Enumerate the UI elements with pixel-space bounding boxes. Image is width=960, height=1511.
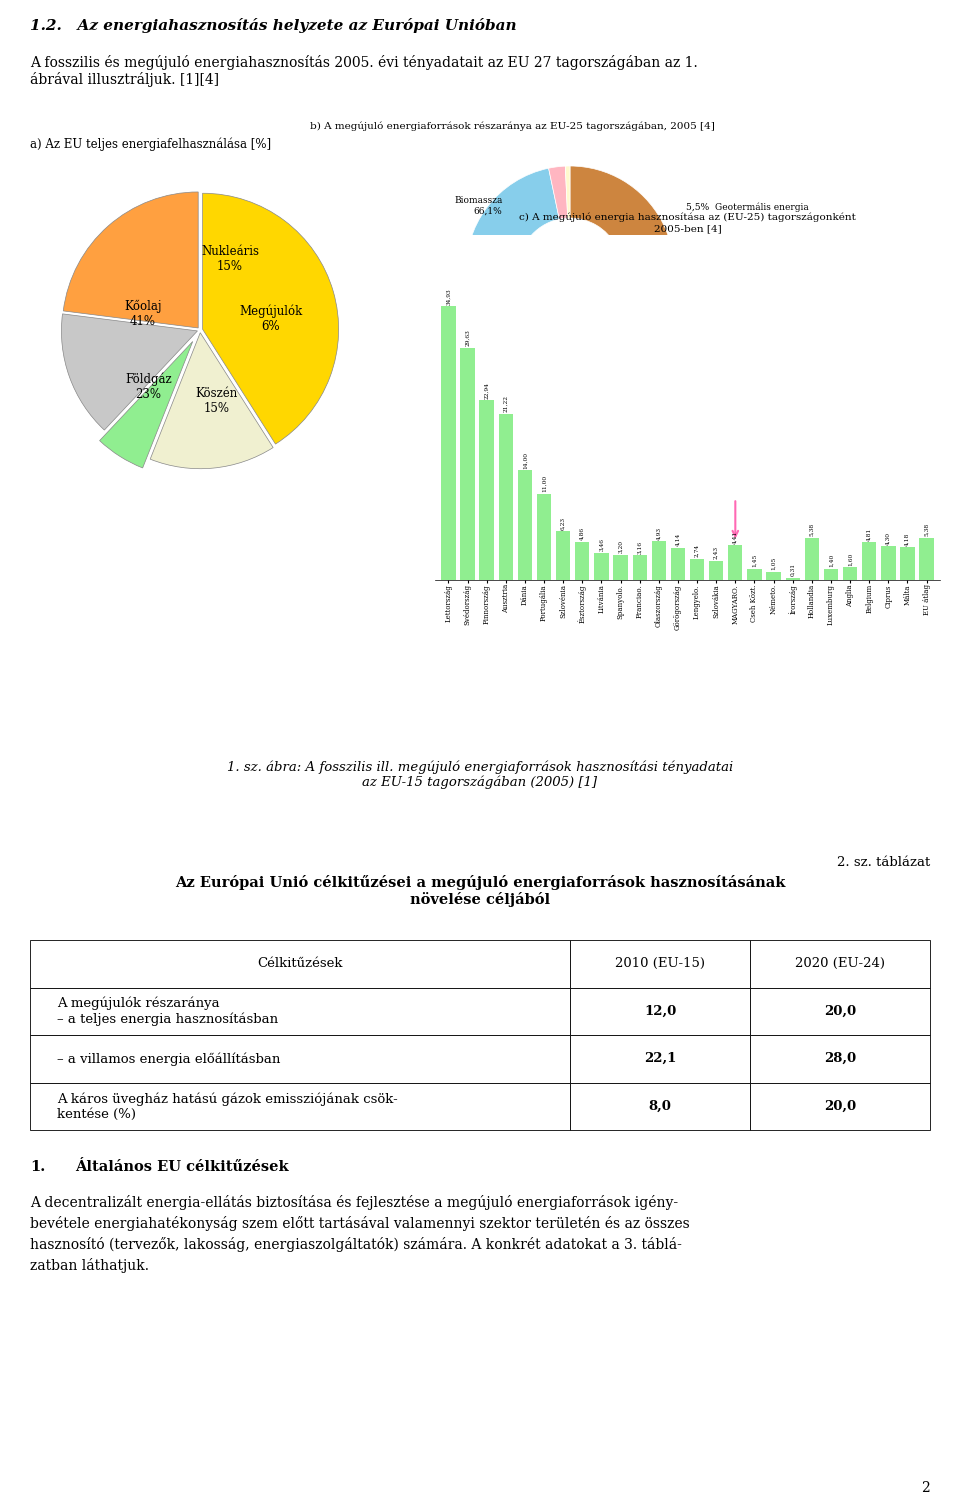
Bar: [920, 538, 934, 580]
Text: 22,94: 22,94: [484, 382, 490, 399]
Text: 1.2.   Az energiahasznosítás helyzete az Európai Unióban: 1.2. Az energiahasznosítás helyzete az E…: [30, 18, 516, 33]
Bar: [442, 307, 456, 580]
Text: 4,18: 4,18: [905, 532, 910, 545]
Bar: [594, 553, 609, 580]
Text: 4,86: 4,86: [580, 527, 585, 541]
Text: Az Európai Unió célkitűzései a megújuló energiaforrások hasznosításának
növelése: Az Európai Unió célkitűzései a megújuló …: [175, 875, 785, 908]
Text: a) Az EU teljes energiafelhasználása [%]: a) Az EU teljes energiafelhasználása [%]: [30, 138, 271, 151]
Text: 4,93: 4,93: [657, 527, 661, 539]
Bar: [747, 568, 761, 580]
Text: Nukleáris
15%: Nukleáris 15%: [201, 245, 259, 273]
Text: 2: 2: [922, 1481, 930, 1494]
Text: 4,41: 4,41: [732, 530, 738, 544]
Text: 4,81: 4,81: [867, 527, 872, 541]
Text: Általános EU célkitűzések: Általános EU célkitűzések: [75, 1160, 289, 1174]
Text: 29,63: 29,63: [465, 329, 470, 346]
Text: 3,20: 3,20: [618, 541, 623, 553]
Text: Földgáz
23%: Földgáz 23%: [125, 373, 172, 402]
Bar: [517, 470, 532, 580]
Title: c) A megújuló energia hasznosítása az (EU-25) tagországonként
2005-ben [4]: c) A megújuló energia hasznosítása az (E…: [519, 213, 856, 233]
Text: 6,23: 6,23: [561, 517, 565, 529]
Text: 4,14: 4,14: [676, 533, 681, 545]
Bar: [824, 570, 838, 580]
Text: b) A megújuló energiaforrások részaránya az EU-25 tagországában, 2005 [4]: b) A megújuló energiaforrások részaránya…: [310, 122, 715, 131]
Bar: [652, 541, 666, 580]
Text: 1,60: 1,60: [848, 553, 852, 567]
Text: 2,43: 2,43: [713, 547, 719, 559]
Wedge shape: [100, 341, 193, 468]
Bar: [671, 547, 685, 580]
Text: 5,5%  Geotermális energia: 5,5% Geotermális energia: [686, 202, 809, 213]
Text: 5,38: 5,38: [924, 523, 929, 536]
Wedge shape: [63, 192, 198, 328]
Wedge shape: [150, 332, 274, 468]
Bar: [709, 561, 724, 580]
Text: 1. sz. ábra: A fosszilis ill. megújuló energiaforrások hasznosítási tényadatai
a: 1. sz. ábra: A fosszilis ill. megújuló e…: [227, 760, 733, 789]
Text: Biomassza
66,1%: Biomassza 66,1%: [454, 196, 502, 215]
Text: 4,30: 4,30: [886, 532, 891, 545]
Text: 1,05: 1,05: [771, 558, 776, 570]
Bar: [556, 532, 570, 580]
Bar: [804, 538, 819, 580]
Bar: [881, 547, 896, 580]
Bar: [690, 559, 705, 580]
Bar: [479, 400, 493, 580]
Text: 2,5%  Szélenergia: 2,5% Szélenergia: [686, 281, 769, 290]
Text: A decentralizált energia-ellátás biztosítása és fejlesztése a megújuló energiafo: A decentralizált energia-ellátás biztosí…: [30, 1195, 689, 1272]
Bar: [633, 555, 647, 580]
Text: 1.: 1.: [30, 1160, 45, 1174]
Text: 34,93: 34,93: [445, 289, 451, 305]
Bar: [728, 545, 742, 580]
Text: 21,22: 21,22: [503, 394, 508, 413]
Bar: [862, 542, 876, 580]
Bar: [843, 568, 857, 580]
Text: A fosszilis és megújuló energiahasznosítás 2005. évi tényadatait az EU 27 tagors: A fosszilis és megújuló energiahasznosít…: [30, 54, 698, 88]
Wedge shape: [203, 193, 339, 444]
Text: Kőolaj
41%: Kőolaj 41%: [124, 299, 161, 328]
Text: 11,00: 11,00: [541, 474, 546, 493]
Text: 22,2%  Vizenergia: 22,2% Vizenergia: [686, 243, 770, 252]
Text: 0,7%  Napenergia: 0,7% Napenergia: [686, 305, 769, 314]
Bar: [537, 494, 551, 580]
Wedge shape: [466, 168, 560, 278]
Text: 14,00: 14,00: [522, 452, 527, 468]
Wedge shape: [467, 273, 523, 313]
Bar: [575, 542, 589, 580]
Bar: [613, 555, 628, 580]
Text: 3,16: 3,16: [637, 541, 642, 553]
Text: 3,46: 3,46: [599, 538, 604, 552]
Text: 0,31: 0,31: [790, 564, 795, 576]
Text: Megújulók
6%: Megújulók 6%: [239, 305, 302, 334]
Wedge shape: [475, 166, 674, 375]
Bar: [461, 348, 474, 580]
Text: 2,74: 2,74: [695, 544, 700, 558]
Text: 5,38: 5,38: [809, 523, 814, 536]
Wedge shape: [61, 314, 198, 431]
Text: 1,45: 1,45: [752, 553, 756, 567]
Wedge shape: [548, 166, 567, 219]
Text: 2. sz. táblázat: 2. sz. táblázat: [837, 857, 930, 869]
Bar: [766, 571, 780, 580]
Bar: [498, 414, 513, 580]
Wedge shape: [565, 166, 570, 218]
Bar: [900, 547, 915, 580]
Text: Köszén
15%: Köszén 15%: [195, 387, 237, 414]
Text: 1,40: 1,40: [828, 555, 833, 568]
Bar: [785, 577, 800, 580]
